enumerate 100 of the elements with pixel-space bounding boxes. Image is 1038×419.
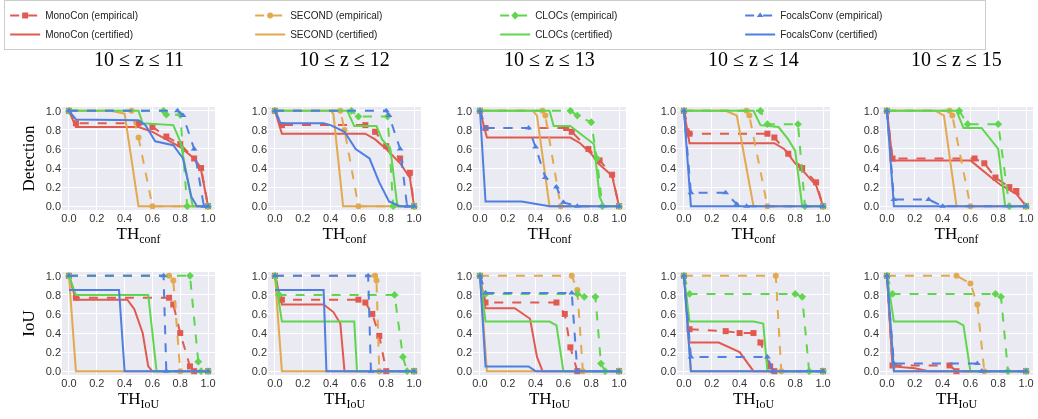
- x-tick-label: 0.4: [527, 377, 544, 389]
- x-axis-title: TH$_{conf}$: [527, 224, 572, 246]
- legend-label: CLOCs (certified): [535, 29, 613, 41]
- x-axis-title: TH$_{IoU}$: [117, 389, 160, 411]
- y-axis-title: IoU: [19, 310, 39, 337]
- x-tick-label: 0.8: [990, 377, 1006, 389]
- y-tick-label: 0.2: [45, 345, 61, 358]
- x-tick-label: 0.0: [676, 377, 692, 389]
- legend-label: MonoCon (empirical): [45, 10, 138, 22]
- x-tick-label: 0.2: [295, 377, 311, 389]
- x-tick-label: 0.6: [350, 212, 367, 224]
- x-tick-label: 0.8: [787, 377, 803, 389]
- y-tick-label: 0.4: [863, 161, 879, 174]
- x-axis-title: TH$_{conf}$: [731, 224, 776, 246]
- y-tick-label: 0.4: [660, 326, 676, 339]
- x-tick-label: 0.4: [322, 212, 339, 224]
- y-tick-label: 0.8: [456, 288, 472, 301]
- x-axis-title: TH$_{IoU}$: [528, 389, 571, 411]
- x-tick-label: 0.0: [61, 212, 77, 224]
- x-tick-label: 0.6: [759, 212, 776, 224]
- x-tick-label: 0.4: [116, 377, 133, 389]
- y-tick-label: 0.6: [660, 142, 676, 155]
- x-tick-label: 1.0: [1018, 212, 1034, 224]
- y-tick-label: 0.0: [456, 365, 472, 378]
- y-tick-label: 0.8: [456, 123, 472, 136]
- x-axis-title: TH$_{conf}$: [934, 224, 979, 246]
- x-tick-label: 0.8: [172, 377, 188, 389]
- chart-title: 10 ≤ z ≤ 15: [911, 48, 1002, 70]
- x-tick-label: 0.2: [500, 377, 516, 389]
- y-tick-label: 0.8: [660, 123, 676, 136]
- x-tick-label: 0.0: [676, 212, 692, 224]
- x-tick-label: 0.4: [116, 212, 133, 224]
- x-tick-label: 0.0: [879, 212, 895, 224]
- legend-label: FocalsConv (empirical): [780, 10, 883, 22]
- x-tick-label: 1.0: [1018, 377, 1034, 389]
- x-tick-label: 0.8: [378, 377, 394, 389]
- x-tick-label: 0.6: [962, 212, 979, 224]
- x-axis-title: TH$_{conf}$: [322, 224, 367, 246]
- y-tick-label: 1.0: [456, 104, 472, 117]
- x-tick-label: 1.0: [200, 377, 216, 389]
- y-tick-label: 0.2: [660, 345, 676, 358]
- y-tick-label: 1.0: [456, 269, 472, 282]
- y-tick-label: 0.8: [251, 123, 267, 136]
- legend-label: FocalsConv (certified): [780, 29, 878, 41]
- y-tick-label: 1.0: [251, 104, 267, 117]
- y-tick-label: 0.8: [863, 288, 879, 301]
- x-tick-label: 0.2: [704, 212, 720, 224]
- y-tick-label: 0.6: [45, 307, 61, 320]
- x-tick-label: 0.8: [378, 212, 394, 224]
- y-tick-label: 1.0: [251, 269, 267, 282]
- x-tick-label: 0.6: [962, 377, 979, 389]
- x-tick-label: 0.8: [583, 377, 599, 389]
- legend-label: SECOND (empirical): [290, 10, 383, 22]
- x-tick-label: 0.8: [787, 212, 803, 224]
- y-tick-label: 0.4: [45, 161, 61, 174]
- x-tick-label: 0.0: [267, 377, 283, 389]
- x-tick-label: 1.0: [815, 377, 831, 389]
- y-tick-label: 0.2: [863, 345, 879, 358]
- chart-title: 10 ≤ z ≤ 14: [708, 48, 799, 70]
- x-tick-label: 0.6: [350, 377, 367, 389]
- y-tick-label: 0.6: [456, 307, 472, 320]
- y-tick-label: 0.2: [456, 345, 472, 358]
- y-tick-label: 0.6: [660, 307, 676, 320]
- y-tick-label: 0.2: [456, 180, 472, 193]
- y-tick-label: 0.6: [45, 142, 61, 155]
- y-tick-label: 1.0: [45, 269, 61, 282]
- chart-title: 10 ≤ z ≤ 11: [94, 48, 185, 70]
- y-tick-label: 0.2: [863, 180, 879, 193]
- y-tick-label: 1.0: [863, 104, 879, 117]
- x-tick-label: 0.6: [555, 377, 572, 389]
- y-tick-label: 0.8: [660, 288, 676, 301]
- x-tick-label: 1.0: [406, 377, 422, 389]
- y-tick-label: 0.0: [251, 200, 267, 213]
- y-tick-label: 0.0: [456, 200, 472, 213]
- x-tick-label: 0.0: [267, 212, 283, 224]
- y-tick-label: 0.6: [251, 307, 267, 320]
- x-tick-label: 0.4: [731, 377, 748, 389]
- legend-label: SECOND (certified): [290, 29, 378, 41]
- y-tick-label: 0.8: [251, 288, 267, 301]
- y-tick-label: 0.0: [660, 365, 676, 378]
- x-tick-label: 0.0: [472, 377, 488, 389]
- legend-label: CLOCs (empirical): [535, 10, 618, 22]
- y-tick-label: 0.4: [660, 161, 676, 174]
- x-tick-label: 1.0: [611, 212, 627, 224]
- y-tick-label: 0.0: [660, 200, 676, 213]
- x-tick-label: 0.6: [555, 212, 572, 224]
- x-tick-label: 1.0: [406, 212, 422, 224]
- y-tick-label: 0.0: [45, 365, 61, 378]
- x-axis-title: TH$_{IoU}$: [323, 389, 366, 411]
- x-tick-label: 0.0: [61, 377, 77, 389]
- x-tick-label: 0.8: [583, 212, 599, 224]
- legend-label: MonoCon (certified): [45, 29, 133, 41]
- x-axis-title: TH$_{IoU}$: [732, 389, 775, 411]
- x-tick-label: 1.0: [200, 212, 216, 224]
- x-tick-label: 0.2: [907, 212, 923, 224]
- x-tick-label: 1.0: [611, 377, 627, 389]
- y-tick-label: 1.0: [863, 269, 879, 282]
- x-tick-label: 0.2: [500, 212, 516, 224]
- x-tick-label: 0.8: [172, 212, 188, 224]
- y-tick-label: 0.0: [251, 365, 267, 378]
